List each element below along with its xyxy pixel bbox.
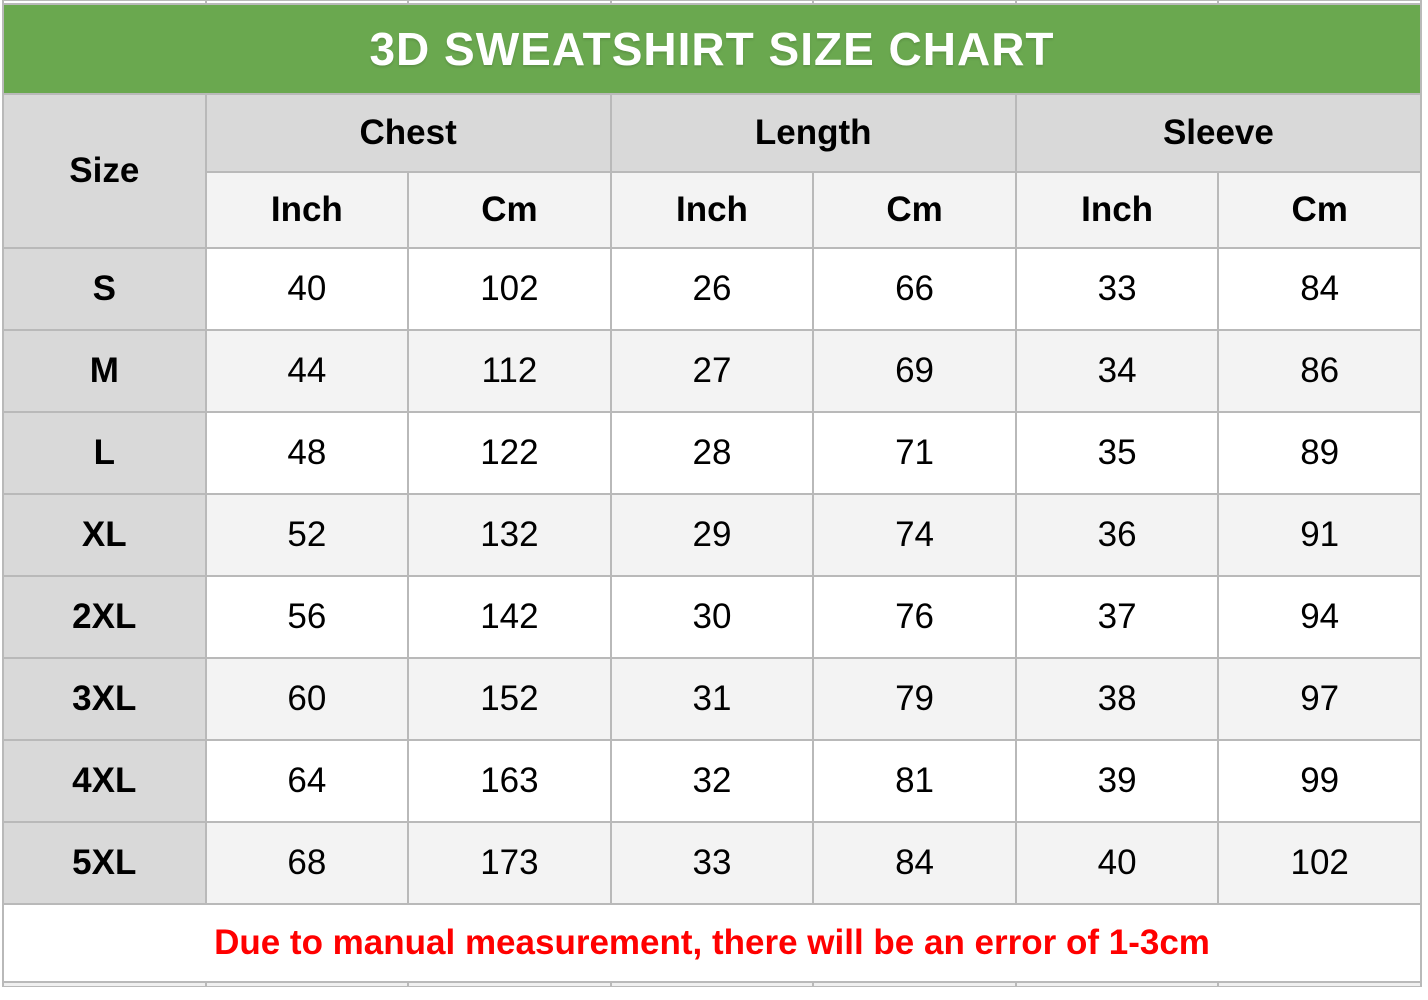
unit-header-row: Inch Cm Inch Cm Inch Cm xyxy=(3,171,1422,249)
length-inch-cell: 26 xyxy=(609,247,815,331)
sleeve-cm-cell: 94 xyxy=(1217,575,1422,659)
table-row-m: M 44 112 27 69 34 86 xyxy=(2,329,1422,413)
chest-inch-cell: 48 xyxy=(204,411,410,495)
length-inch-cell: 30 xyxy=(609,575,815,659)
size-cell: 5XL xyxy=(2,821,207,905)
sleeve-inch-cell: 39 xyxy=(1014,739,1220,823)
size-cell: 4XL xyxy=(2,739,207,823)
sleeve-cm-cell: 97 xyxy=(1217,657,1422,741)
chest-cm-cell: 163 xyxy=(407,739,612,823)
page-title: 3D SWEATSHIRT SIZE CHART xyxy=(2,3,1422,95)
sleeve-inch-cell: 40 xyxy=(1014,821,1220,905)
chest-inch-cell: 64 xyxy=(204,739,410,823)
chest-group-header: Chest xyxy=(204,93,612,173)
length-cm-cell: 79 xyxy=(812,657,1017,741)
length-inch-header: Inch xyxy=(609,171,815,249)
chest-cm-cell: 102 xyxy=(407,247,612,331)
sleeve-cm-cell: 102 xyxy=(1217,821,1422,905)
note-row: Due to manual measurement, there will be… xyxy=(2,903,1422,983)
table-row-4xl: 4XL 64 163 32 81 39 99 xyxy=(2,739,1422,823)
sleeve-inch-header: Inch xyxy=(1014,171,1220,249)
length-inch-cell: 28 xyxy=(609,411,815,495)
sleeve-inch-cell: 36 xyxy=(1014,493,1220,577)
chest-inch-cell: 56 xyxy=(204,575,410,659)
length-cm-cell: 71 xyxy=(812,411,1017,495)
chest-inch-cell: 44 xyxy=(204,329,410,413)
sleeve-cm-cell: 86 xyxy=(1217,329,1422,413)
table-row-2xl: 2XL 56 142 30 76 37 94 xyxy=(2,575,1422,659)
sleeve-cm-cell: 91 xyxy=(1217,493,1422,577)
length-cm-cell: 74 xyxy=(812,493,1017,577)
length-group-header: Length xyxy=(609,93,1017,173)
sleeve-inch-cell: 35 xyxy=(1014,411,1220,495)
table-row-5xl: 5XL 68 173 33 84 40 102 xyxy=(2,821,1422,905)
size-column-header: Size xyxy=(2,93,207,249)
measurement-note: Due to manual measurement, there will be… xyxy=(2,903,1422,983)
table-row-3xl: 3XL 60 152 31 79 38 97 xyxy=(2,657,1422,741)
chest-cm-header: Cm xyxy=(407,171,612,249)
chest-cm-cell: 132 xyxy=(407,493,612,577)
sleeve-inch-cell: 34 xyxy=(1014,329,1220,413)
size-cell: 2XL xyxy=(2,575,207,659)
size-cell: M xyxy=(2,329,207,413)
size-cell: L xyxy=(2,411,207,495)
length-inch-cell: 31 xyxy=(609,657,815,741)
length-inch-cell: 27 xyxy=(609,329,815,413)
chest-inch-cell: 60 xyxy=(204,657,410,741)
group-header-row: Size Chest Length Sleeve xyxy=(2,93,1423,249)
size-cell: S xyxy=(2,247,207,331)
sleeve-inch-cell: 38 xyxy=(1014,657,1220,741)
size-cell: XL xyxy=(2,493,207,577)
sleeve-cm-header: Cm xyxy=(1217,171,1422,249)
table-row-xl: XL 52 132 29 74 36 91 xyxy=(2,493,1422,577)
chest-cm-cell: 173 xyxy=(407,821,612,905)
table-row-l: L 48 122 28 71 35 89 xyxy=(2,411,1422,495)
sleeve-inch-cell: 33 xyxy=(1014,247,1220,331)
sleeve-cm-cell: 89 xyxy=(1217,411,1422,495)
chest-inch-cell: 68 xyxy=(204,821,410,905)
title-row: 3D SWEATSHIRT SIZE CHART xyxy=(2,3,1422,95)
length-inch-cell: 32 xyxy=(609,739,815,823)
table-row-s: S 40 102 26 66 33 84 xyxy=(2,247,1422,331)
chest-cm-cell: 142 xyxy=(407,575,612,659)
chest-inch-cell: 52 xyxy=(204,493,410,577)
length-cm-cell: 66 xyxy=(812,247,1017,331)
length-cm-cell: 69 xyxy=(812,329,1017,413)
chest-cm-cell: 122 xyxy=(407,411,612,495)
chest-inch-cell: 40 xyxy=(204,247,410,331)
sleeve-cm-cell: 99 xyxy=(1217,739,1422,823)
sleeve-inch-cell: 37 xyxy=(1014,575,1220,659)
length-cm-cell: 84 xyxy=(812,821,1017,905)
chest-cm-cell: 152 xyxy=(407,657,612,741)
length-cm-header: Cm xyxy=(812,171,1017,249)
length-inch-cell: 29 xyxy=(609,493,815,577)
cropped-grid-row-bottom xyxy=(2,981,1422,987)
length-cm-cell: 81 xyxy=(812,739,1017,823)
length-cm-cell: 76 xyxy=(812,575,1017,659)
chest-cm-cell: 112 xyxy=(407,329,612,413)
sleeve-group-header: Sleeve xyxy=(1014,93,1423,173)
size-cell: 3XL xyxy=(2,657,207,741)
sleeve-cm-cell: 84 xyxy=(1217,247,1422,331)
length-inch-cell: 33 xyxy=(609,821,815,905)
chest-inch-header: Inch xyxy=(204,171,410,249)
